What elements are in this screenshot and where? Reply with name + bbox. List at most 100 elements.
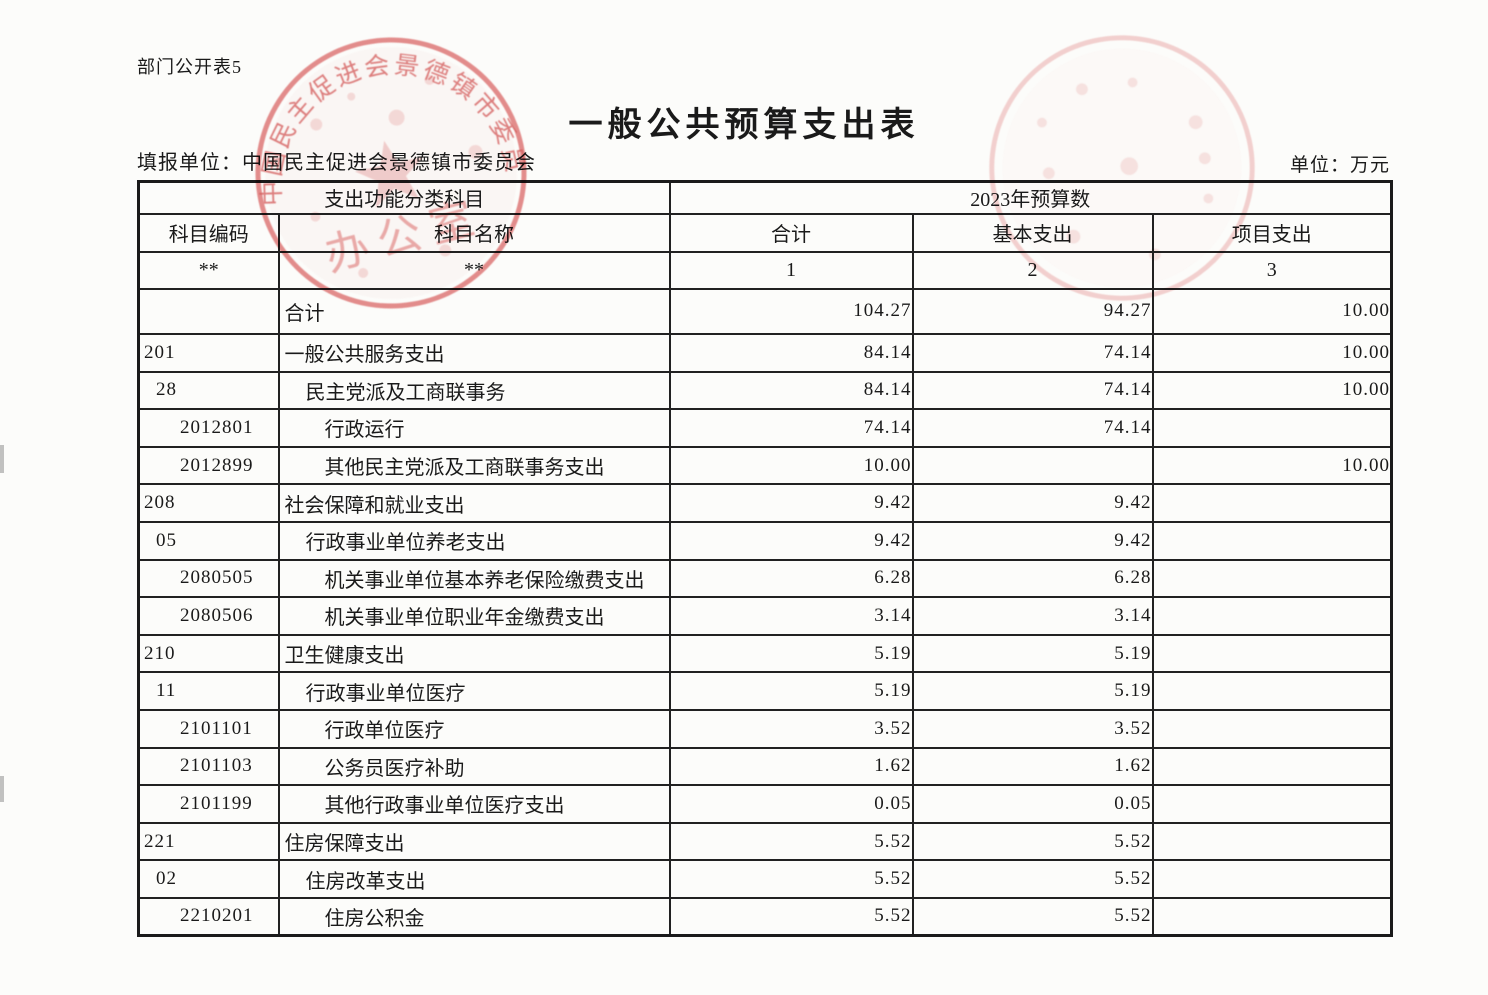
- project-expense-cell: [1151, 671, 1393, 711]
- total-value-cell: 9.42: [668, 483, 914, 523]
- subject-name-cell: 机关事业单位职业年金缴费支出: [277, 596, 671, 636]
- subject-name-cell: 行政运行: [277, 408, 671, 448]
- subject-code-cell: 2210201: [137, 896, 280, 937]
- column-header-basic: 基本支出: [911, 212, 1154, 253]
- basic-expense-cell: 5.52: [911, 859, 1154, 899]
- total-value-cell: 6.28: [668, 558, 914, 599]
- subject-code-cell: 2101103: [137, 746, 280, 787]
- column-header-total: 合计: [668, 212, 914, 253]
- column-number-2: 2: [911, 250, 1154, 290]
- table-row: 221 住房保障支出 5.52 5.52: [137, 821, 1393, 862]
- table-row: 208 社会保障和就业支出 9.42 9.42: [137, 483, 1393, 523]
- scan-edge-artifact: [0, 445, 4, 473]
- project-expense-cell: [1151, 633, 1393, 674]
- budget-expenditure-table: 支出功能分类科目 2023年预算数 科目编码 科目名称 合计 基本支出 项目支出…: [137, 180, 1394, 937]
- table-row: 2101101 行政单位医疗 3.52 3.52: [137, 708, 1393, 749]
- subject-name-cell: 住房改革支出: [277, 859, 671, 899]
- project-expense-cell: [1151, 746, 1393, 787]
- basic-expense-cell: 3.52: [911, 708, 1154, 749]
- subject-code-cell: [137, 287, 280, 335]
- basic-expense-cell: 74.14: [911, 333, 1154, 373]
- total-value-cell: 84.14: [668, 333, 914, 373]
- basic-expense-cell: 74.14: [911, 370, 1154, 411]
- page-title: 一般公共预算支出表: [568, 107, 920, 144]
- header-group-row: 支出功能分类科目 2023年预算数: [137, 180, 1393, 215]
- table-row: 2080506 机关事业单位职业年金缴费支出 3.14 3.14: [137, 596, 1393, 636]
- project-expense-cell: 10.00: [1151, 287, 1393, 335]
- subject-name-cell: 其他民主党派及工商联事务支出: [277, 445, 671, 486]
- header-expense-function-group: 支出功能分类科目: [137, 180, 671, 215]
- subject-code-cell: 2101199: [137, 784, 280, 824]
- subject-code-cell: 210: [137, 633, 280, 674]
- total-value-cell: 5.52: [668, 896, 914, 937]
- form-number-label: 部门公开表5: [137, 57, 242, 77]
- header-mask-row: ** ** 1 2 3: [137, 250, 1393, 290]
- name-mask-cell: **: [277, 250, 671, 290]
- total-value-cell: 9.42: [668, 520, 914, 561]
- project-expense-cell: 10.00: [1151, 445, 1393, 486]
- table-row: 2210201 住房公积金 5.52 5.52: [137, 896, 1393, 937]
- subject-code-cell: 05: [137, 520, 280, 561]
- basic-expense-cell: 3.14: [911, 596, 1154, 636]
- subject-code-cell: 2080505: [137, 558, 280, 599]
- total-value-cell: 3.52: [668, 708, 914, 749]
- project-expense-cell: [1151, 708, 1393, 749]
- code-mask-cell: **: [137, 250, 280, 290]
- table-row: 2012801 行政运行 74.14 74.14: [137, 408, 1393, 448]
- project-expense-cell: [1151, 784, 1393, 824]
- project-expense-cell: [1151, 520, 1393, 561]
- project-expense-cell: [1151, 558, 1393, 599]
- subject-name-cell: 一般公共服务支出: [277, 333, 671, 373]
- subject-name-cell: 行政事业单位医疗: [277, 671, 671, 711]
- budget-table-body: 合计 104.27 94.27 10.00 201 一般公共服务支出 84.14…: [137, 287, 1393, 937]
- basic-expense-cell: 94.27: [911, 287, 1154, 335]
- subject-name-cell: 卫生健康支出: [277, 633, 671, 674]
- subject-code-cell: 208: [137, 483, 280, 523]
- table-row: 2080505 机关事业单位基本养老保险缴费支出 6.28 6.28: [137, 558, 1393, 599]
- total-value-cell: 3.14: [668, 596, 914, 636]
- table-row: 210 卫生健康支出 5.19 5.19: [137, 633, 1393, 674]
- subject-name-cell: 社会保障和就业支出: [277, 483, 671, 523]
- subject-name-cell: 合计: [277, 287, 671, 335]
- project-expense-cell: 10.00: [1151, 333, 1393, 373]
- project-expense-cell: [1151, 896, 1393, 937]
- total-value-cell: 1.62: [668, 746, 914, 787]
- subject-name-cell: 住房保障支出: [277, 821, 671, 862]
- subject-name-cell: 公务员医疗补助: [277, 746, 671, 787]
- total-value-cell: 5.19: [668, 633, 914, 674]
- subject-code-cell: 11: [137, 671, 280, 711]
- project-expense-cell: [1151, 596, 1393, 636]
- total-value-cell: 104.27: [668, 287, 914, 335]
- table-row: 合计 104.27 94.27 10.00: [137, 287, 1393, 335]
- project-expense-cell: [1151, 821, 1393, 862]
- subject-name-cell: 民主党派及工商联事务: [277, 370, 671, 411]
- table-row: 2012899 其他民主党派及工商联事务支出 10.00 10.00: [137, 445, 1393, 486]
- basic-expense-cell: 5.52: [911, 821, 1154, 862]
- column-header-project: 项目支出: [1151, 212, 1393, 253]
- header-budget-2023-group: 2023年预算数: [668, 180, 1393, 215]
- scan-edge-artifact: [0, 776, 4, 802]
- subject-code-cell: 02: [137, 859, 280, 899]
- table-row: 2101199 其他行政事业单位医疗支出 0.05 0.05: [137, 784, 1393, 824]
- basic-expense-cell: 5.52: [911, 896, 1154, 937]
- project-expense-cell: [1151, 408, 1393, 448]
- reporting-unit-label: 填报单位：中国民主促进会景德镇市委员会: [137, 152, 536, 174]
- basic-expense-cell: [911, 445, 1154, 486]
- basic-expense-cell: 9.42: [911, 483, 1154, 523]
- column-number-1: 1: [668, 250, 914, 290]
- total-value-cell: 10.00: [668, 445, 914, 486]
- currency-unit-label: 单位：万元: [1289, 155, 1390, 176]
- basic-expense-cell: 6.28: [911, 558, 1154, 599]
- subject-code-cell: 2101101: [137, 708, 280, 749]
- basic-expense-cell: 9.42: [911, 520, 1154, 561]
- subject-name-cell: 其他行政事业单位医疗支出: [277, 784, 671, 824]
- column-number-3: 3: [1151, 250, 1393, 290]
- basic-expense-cell: 1.62: [911, 746, 1154, 787]
- table-row: 2101103 公务员医疗补助 1.62 1.62: [137, 746, 1393, 787]
- subject-code-cell: 221: [137, 821, 280, 862]
- subject-name-cell: 行政事业单位养老支出: [277, 520, 671, 561]
- table-row: 02 住房改革支出 5.52 5.52: [137, 859, 1393, 899]
- project-expense-cell: [1151, 483, 1393, 523]
- table-row: 28 民主党派及工商联事务 84.14 74.14 10.00: [137, 370, 1393, 411]
